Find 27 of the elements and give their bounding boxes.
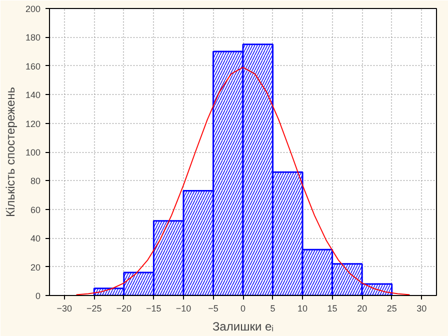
x-tick-label: −20 xyxy=(116,304,132,314)
x-tick-label: 5 xyxy=(270,304,276,314)
x-tick-label: −30 xyxy=(56,304,72,314)
y-tick-label: 80 xyxy=(30,176,41,186)
x-tick-label: −25 xyxy=(86,304,102,314)
y-tick-label: 180 xyxy=(25,32,41,43)
x-tick-label: 25 xyxy=(386,304,397,314)
y-tick-label: 140 xyxy=(25,90,41,100)
y-tick-label: 120 xyxy=(25,118,41,129)
x-tick-label: 20 xyxy=(357,304,368,314)
x-tick-label: 30 xyxy=(416,304,427,314)
x-tick-label: −5 xyxy=(208,304,218,314)
x-tick-label: −10 xyxy=(176,304,192,314)
y-tick-label: 60 xyxy=(30,204,41,215)
y-tick-label: 160 xyxy=(25,61,41,72)
y-tick-label: 0 xyxy=(35,291,41,301)
y-tick-label: 20 xyxy=(30,262,41,272)
x-axis-title: Залишки eᵢ xyxy=(212,320,274,334)
x-tick-label: 15 xyxy=(327,304,338,314)
y-tick-label: 200 xyxy=(25,4,41,14)
y-tick-label: 40 xyxy=(30,234,41,244)
y-tick-label: 100 xyxy=(25,148,41,158)
line-series xyxy=(76,66,410,296)
x-tick-label: −15 xyxy=(146,304,162,314)
x-tick-label: 0 xyxy=(240,304,246,314)
y-axis-title: Кількість спостережень xyxy=(3,87,18,217)
x-tick-label: 10 xyxy=(298,304,308,314)
